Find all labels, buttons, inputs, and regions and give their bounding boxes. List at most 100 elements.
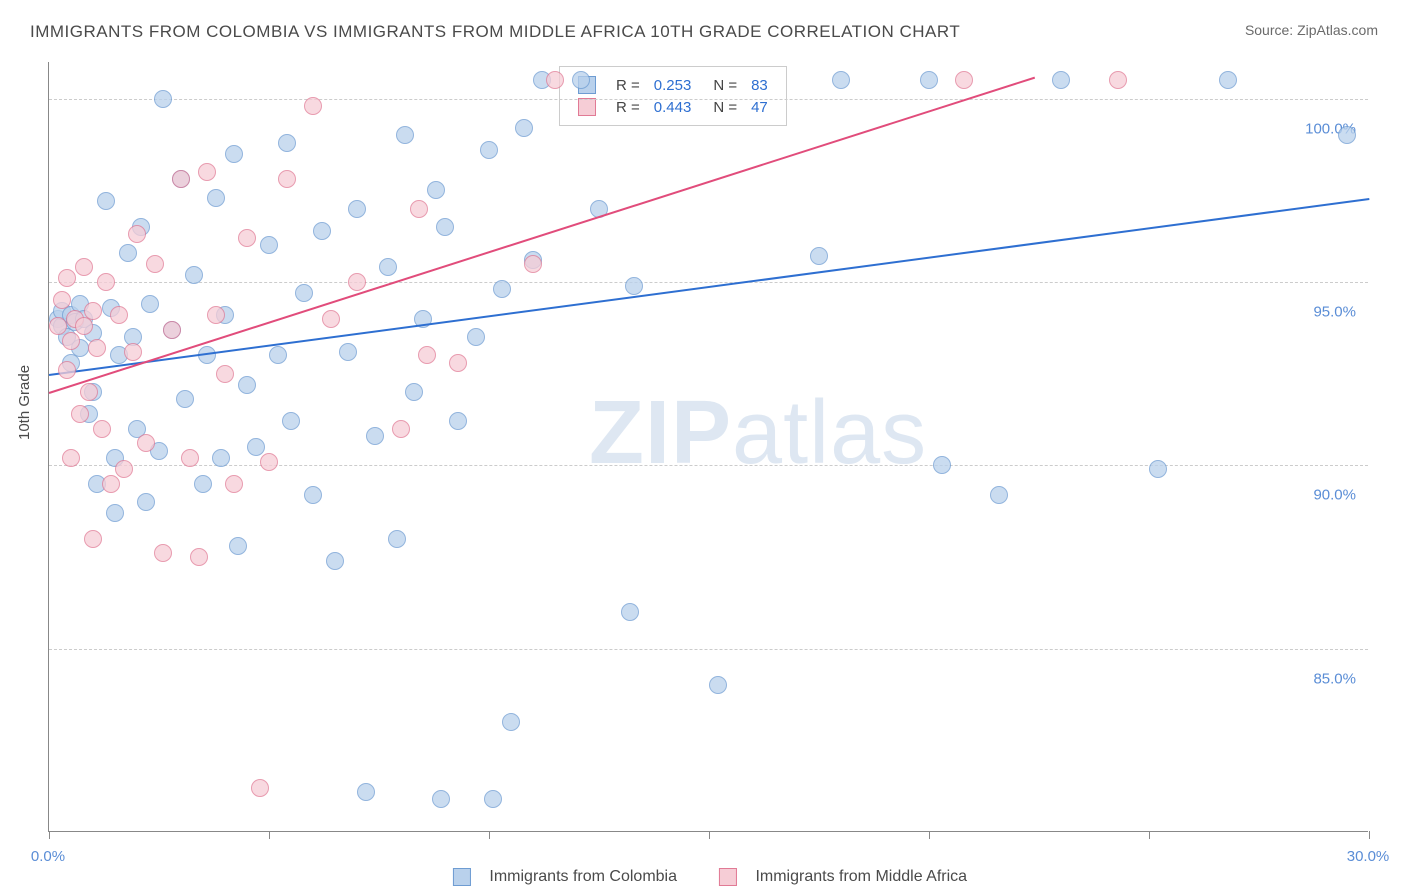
scatter-point	[247, 438, 265, 456]
scatter-point	[449, 412, 467, 430]
scatter-point	[313, 222, 331, 240]
scatter-point	[84, 530, 102, 548]
scatter-point	[172, 170, 190, 188]
scatter-point	[238, 376, 256, 394]
scatter-point	[97, 273, 115, 291]
source-attribution: Source: ZipAtlas.com	[1245, 22, 1378, 38]
legend-swatch	[453, 868, 471, 886]
scatter-point	[225, 475, 243, 493]
scatter-point	[282, 412, 300, 430]
scatter-point	[832, 71, 850, 89]
scatter-plot-area: ZIPatlas R =0.253N =83R =0.443N =47 85.0…	[48, 62, 1368, 832]
scatter-point	[124, 343, 142, 361]
scatter-point	[427, 181, 445, 199]
scatter-point	[810, 247, 828, 265]
scatter-point	[621, 603, 639, 621]
legend-swatch	[719, 868, 737, 886]
x-tick	[929, 831, 930, 839]
scatter-point	[212, 449, 230, 467]
scatter-point	[493, 280, 511, 298]
scatter-point	[467, 328, 485, 346]
scatter-point	[115, 460, 133, 478]
chart-title: IMMIGRANTS FROM COLOMBIA VS IMMIGRANTS F…	[30, 22, 960, 42]
scatter-point	[304, 486, 322, 504]
scatter-point	[432, 790, 450, 808]
scatter-point	[225, 145, 243, 163]
scatter-point	[49, 317, 67, 335]
scatter-point	[141, 295, 159, 313]
scatter-point	[920, 71, 938, 89]
scatter-point	[80, 383, 98, 401]
scatter-point	[348, 200, 366, 218]
scatter-point	[502, 713, 520, 731]
scatter-point	[295, 284, 313, 302]
scatter-point	[154, 90, 172, 108]
x-tick-label: 0.0%	[31, 848, 65, 865]
scatter-point	[176, 390, 194, 408]
x-tick	[1369, 831, 1370, 839]
scatter-point	[251, 779, 269, 797]
scatter-point	[260, 453, 278, 471]
scatter-point	[546, 71, 564, 89]
scatter-point	[322, 310, 340, 328]
scatter-point	[71, 405, 89, 423]
legend-item: Immigrants from Colombia	[439, 868, 677, 885]
scatter-point	[185, 266, 203, 284]
x-tick	[709, 831, 710, 839]
scatter-point	[484, 790, 502, 808]
scatter-point	[357, 783, 375, 801]
scatter-point	[229, 537, 247, 555]
scatter-point	[278, 170, 296, 188]
legend-swatch	[578, 98, 596, 116]
scatter-point	[58, 361, 76, 379]
scatter-point	[388, 530, 406, 548]
trend-line	[49, 198, 1369, 376]
legend-item: Immigrants from Middle Africa	[705, 868, 967, 885]
scatter-point	[137, 434, 155, 452]
scatter-point	[137, 493, 155, 511]
scatter-point	[207, 189, 225, 207]
scatter-point	[449, 354, 467, 372]
scatter-point	[119, 244, 137, 262]
scatter-point	[181, 449, 199, 467]
scatter-point	[62, 332, 80, 350]
scatter-point	[436, 218, 454, 236]
x-tick	[1149, 831, 1150, 839]
scatter-point	[84, 302, 102, 320]
scatter-point	[1338, 126, 1356, 144]
scatter-point	[955, 71, 973, 89]
scatter-point	[128, 225, 146, 243]
scatter-point	[1149, 460, 1167, 478]
gridline-h	[49, 99, 1368, 100]
gridline-h	[49, 465, 1368, 466]
y-tick-label: 85.0%	[1313, 670, 1356, 687]
correlation-stats-legend: R =0.253N =83R =0.443N =47	[559, 66, 787, 126]
y-tick-label: 90.0%	[1313, 487, 1356, 504]
scatter-point	[348, 273, 366, 291]
scatter-point	[102, 475, 120, 493]
scatter-point	[572, 71, 590, 89]
scatter-point	[379, 258, 397, 276]
scatter-point	[1109, 71, 1127, 89]
scatter-point	[238, 229, 256, 247]
x-tick	[49, 831, 50, 839]
gridline-h	[49, 649, 1368, 650]
scatter-point	[216, 365, 234, 383]
scatter-point	[260, 236, 278, 254]
scatter-point	[190, 548, 208, 566]
scatter-point	[709, 676, 727, 694]
scatter-point	[110, 306, 128, 324]
scatter-point	[53, 291, 71, 309]
series-legend: Immigrants from Colombia Immigrants from…	[425, 868, 981, 886]
scatter-point	[1052, 71, 1070, 89]
scatter-point	[58, 269, 76, 287]
scatter-point	[62, 449, 80, 467]
scatter-point	[625, 277, 643, 295]
scatter-point	[106, 504, 124, 522]
scatter-point	[396, 126, 414, 144]
scatter-point	[88, 339, 106, 357]
scatter-point	[163, 321, 181, 339]
scatter-point	[410, 200, 428, 218]
trend-line	[49, 77, 1035, 394]
scatter-point	[524, 255, 542, 273]
